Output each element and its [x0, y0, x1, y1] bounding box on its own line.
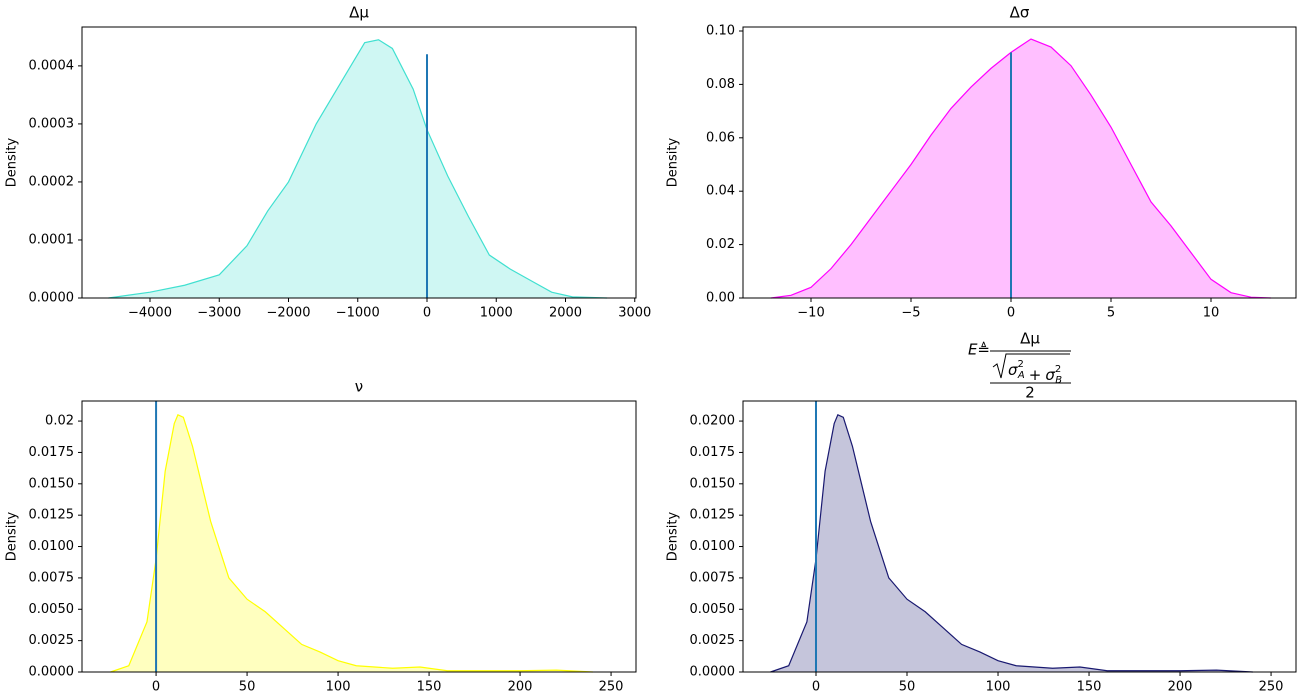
superscript: 2 [1055, 364, 1061, 375]
chart-title: Δμ [349, 4, 369, 22]
x-tick-label: 0 [812, 680, 820, 695]
density-area [770, 414, 1253, 672]
x-tick-label: 0 [423, 306, 431, 321]
subscript: A [1017, 370, 1025, 381]
x-tick-label: 100 [986, 680, 1011, 695]
y-tick-label: 0.0075 [29, 570, 75, 585]
y-tick-label: 0.0025 [690, 633, 736, 648]
symbol: σ [1045, 366, 1055, 384]
density-area [110, 414, 593, 672]
plot-frame [742, 400, 1297, 673]
y-tick-label: 0.0000 [690, 665, 736, 680]
y-tick-label: 0.00 [706, 291, 735, 306]
x-tick-label: 50 [899, 680, 916, 695]
y-tick-label: 0.0175 [29, 445, 75, 460]
density-line [110, 413, 593, 673]
formula-denominator: 2 [1025, 384, 1035, 402]
y-tick-label: 0.0003 [29, 116, 75, 131]
x-tick-label: 100 [326, 680, 351, 695]
operator: + [1029, 366, 1042, 384]
radical-sign [992, 353, 1070, 379]
y-tick-label: 0.0025 [29, 633, 75, 648]
y-tick-label: 0.0150 [690, 476, 736, 491]
chart-title: Δσ [1010, 4, 1030, 22]
y-tick-label: 0.0075 [690, 570, 736, 585]
x-tick-label: −1000 [336, 306, 380, 321]
formula-lhs: E≜ [968, 341, 990, 359]
y-tick-label: 0.0125 [690, 508, 736, 523]
x-tick-label: 50 [239, 680, 256, 695]
x-tick-label: −2000 [267, 306, 311, 321]
x-tick-label: 2000 [549, 306, 582, 321]
y-axis-label: Density [5, 511, 20, 561]
plot-frame [742, 26, 1297, 299]
x-tick-label: −3000 [197, 306, 241, 321]
x-tick-label: −10 [797, 306, 824, 321]
chart-title: ν [355, 378, 363, 396]
x-tick-label: −5 [901, 306, 920, 321]
y-tick-label: 0.0200 [690, 414, 736, 429]
formula-radicand: σ2 A + σ2 B [1008, 359, 1062, 386]
symbol: σ [1008, 361, 1018, 379]
y-tick-label: 0.0100 [29, 539, 75, 554]
formula-numerator: Δμ [1020, 330, 1040, 348]
subscript: B [1055, 375, 1062, 386]
y-tick-label: 0.0150 [29, 476, 75, 491]
density-line [770, 413, 1253, 673]
x-tick-label: 200 [508, 680, 533, 695]
x-tick-label: 0 [152, 680, 160, 695]
density-area [108, 39, 608, 298]
y-axis-label: Density [5, 137, 20, 187]
x-tick-label: 10 [1203, 306, 1220, 321]
y-tick-label: 0.02 [706, 237, 735, 252]
y-tick-label: 0.10 [706, 24, 735, 39]
y-tick-label: 0.0050 [690, 602, 736, 617]
y-tick-label: 0.02 [45, 414, 74, 429]
y-tick-label: 0.06 [706, 130, 735, 145]
y-tick-label: 0.0000 [29, 665, 75, 680]
y-tick-label: 0.04 [706, 184, 735, 199]
x-tick-label: 250 [1259, 680, 1284, 695]
density-area [771, 39, 1271, 299]
y-axis-label: Density [666, 511, 681, 561]
x-tick-label: 200 [1168, 680, 1193, 695]
density-line [770, 38, 1272, 299]
y-tick-label: 0.0004 [29, 58, 75, 73]
x-tick-label: 150 [417, 680, 442, 695]
x-tick-label: 0 [1007, 306, 1015, 321]
x-tick-label: −4000 [128, 306, 172, 321]
superscript: 2 [1018, 359, 1024, 370]
y-tick-label: 0.0175 [690, 445, 736, 460]
y-tick-label: 0.0125 [29, 508, 75, 523]
y-tick-label: 0.0050 [29, 602, 75, 617]
x-tick-label: 5 [1107, 306, 1115, 321]
x-tick-label: 1000 [480, 306, 513, 321]
y-tick-label: 0.0001 [29, 232, 75, 247]
y-axis-label: Density [666, 137, 681, 187]
y-tick-label: 0.0100 [690, 539, 736, 554]
plot-frame [81, 400, 637, 673]
x-tick-label: 150 [1077, 680, 1102, 695]
y-tick-label: 0.08 [706, 77, 735, 92]
y-tick-label: 0.0000 [29, 291, 75, 306]
x-tick-label: 250 [599, 680, 624, 695]
y-tick-label: 0.0002 [29, 174, 75, 189]
density-line [108, 39, 608, 299]
plot-frame [81, 26, 637, 299]
x-tick-label: 3000 [618, 306, 651, 321]
